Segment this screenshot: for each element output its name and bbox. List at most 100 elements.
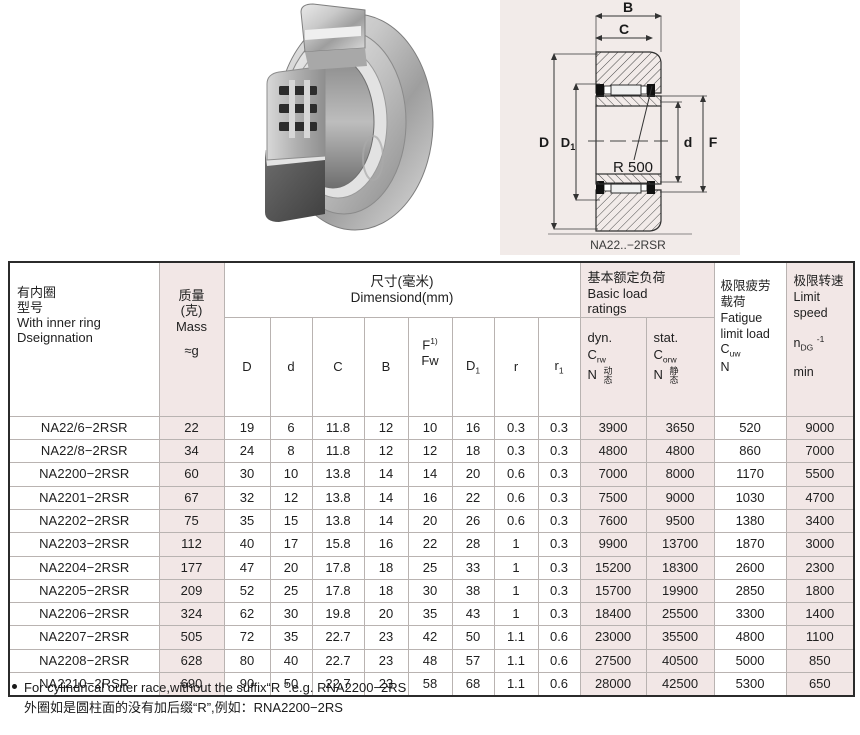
header-col-d: d: [269, 316, 313, 417]
cell-dyn: 7500: [579, 485, 647, 510]
table-row: NA2207−2RSR 505 72 35 22.7 23 42 50 1.1 0.6 23000 3…: [8, 625, 855, 650]
cell-C: 11.8: [311, 415, 365, 441]
header-limit-speed-cn: 极限转速: [793, 274, 844, 289]
header-designation-en1: With inner ring: [17, 315, 101, 331]
cell-d: 6: [269, 415, 313, 441]
cell-D: 80: [223, 648, 271, 674]
cell-designation: NA22/6−2RSR: [8, 415, 160, 441]
header-limit-speed-en: Limit speed: [793, 289, 828, 320]
footnote-english: For cylindrical outer race,without the s…: [24, 680, 407, 695]
cell-cu: 1170: [713, 462, 787, 487]
cell-designation: NA2202−2RSR: [8, 508, 160, 534]
cell-mass: 112: [158, 532, 225, 557]
cell-speed: 2300: [785, 555, 855, 580]
cell-mass: 177: [158, 555, 225, 580]
cell-mass: 628: [158, 648, 225, 674]
cell-D: 32: [223, 485, 271, 510]
drawing-label-D: D: [539, 134, 549, 150]
header-basic-load-en1: Basic load: [587, 285, 648, 301]
cell-d: 15: [269, 508, 313, 534]
header-fatigue-en1: Fatigue: [720, 310, 763, 325]
cell-mass: 22: [158, 415, 225, 441]
cell-stat: 40500: [645, 648, 715, 674]
cell-r1: 0.3: [537, 602, 581, 627]
header-basic-load-en2: ratings: [587, 301, 627, 317]
header-stat-symbol: Corw: [653, 347, 677, 365]
header-col-B: B: [363, 316, 409, 417]
table-row: NA2203−2RSR 112 40 17 15.8 16 22 28 1 0.3 9900 1370…: [8, 532, 855, 557]
cell-d: 10: [269, 462, 313, 487]
cell-stat: 4800: [645, 439, 715, 464]
cell-speed: 650: [785, 672, 855, 697]
cell-B: 12: [363, 415, 409, 441]
cell-cu: 3300: [713, 602, 787, 627]
cell-F: 58: [407, 672, 453, 697]
cell-mass: 505: [158, 625, 225, 650]
cell-dyn: 23000: [579, 625, 647, 650]
cell-cu: 5000: [713, 648, 787, 674]
header-col-static-load: stat. Corw N 静态: [645, 316, 715, 417]
cell-mass: 324: [158, 602, 225, 627]
cell-F: 35: [407, 602, 453, 627]
cell-designation: NA2204−2RSR: [8, 555, 160, 580]
drawing-label-C: C: [619, 21, 629, 37]
header-mass-cn2: (克): [180, 303, 203, 319]
footnote-chinese: 外圈如是圆柱面的没有加后缀“R”,例如：RNA2200−2RS: [24, 700, 343, 716]
cell-D: 52: [223, 578, 271, 604]
cell-dyn: 15200: [579, 555, 647, 580]
cell-cu: 2600: [713, 555, 787, 580]
cell-d: 40: [269, 648, 313, 674]
table-row: NA22/6−2RSR 22 19 6 11.8 12 10 16 0.3 0.3 3900 3650…: [8, 415, 855, 441]
header-designation: 有内圈 型号 With inner ring Dseignnation: [8, 262, 160, 417]
cell-stat: 19900: [645, 578, 715, 604]
cell-D1: 20: [451, 462, 495, 487]
cell-C: 17.8: [311, 578, 365, 604]
header-col-D: D: [223, 316, 271, 417]
cell-speed: 1400: [785, 602, 855, 627]
cell-D: 47: [223, 555, 271, 580]
cell-r1: 0.3: [537, 508, 581, 534]
cell-d: 8: [269, 439, 313, 464]
drawing-label-d: d: [684, 134, 693, 150]
cell-F: 22: [407, 532, 453, 557]
cell-C: 17.8: [311, 555, 365, 580]
table-row: NA2208−2RSR 628 80 40 22.7 23 48 57 1.1 0.6 27500 4…: [8, 648, 855, 674]
cell-r: 0.3: [493, 439, 539, 464]
cell-designation: NA2207−2RSR: [8, 625, 160, 650]
cell-F: 30: [407, 578, 453, 604]
table-row: NA22/8−2RSR 34 24 8 11.8 12 12 18 0.3 0.3 4800 4800…: [8, 439, 855, 464]
cell-D1: 38: [451, 578, 495, 604]
cell-r: 0.3: [493, 415, 539, 441]
cell-B: 14: [363, 462, 409, 487]
header-designation-cn2: 型号: [17, 300, 44, 316]
drawing-caption: NA22..−2RSR: [590, 238, 666, 252]
cell-B: 23: [363, 625, 409, 650]
cell-D: 90: [223, 672, 271, 697]
header-designation-cn1: 有内圈: [17, 285, 57, 301]
cell-mass: 67: [158, 485, 225, 510]
header-mass-cn1: 质量: [178, 287, 205, 303]
cell-mass: 60: [158, 462, 225, 487]
table-row: NA2205−2RSR 209 52 25 17.8 18 30 38 1 0.3 15700 199…: [8, 578, 855, 604]
cell-stat: 35500: [645, 625, 715, 650]
drawing-label-B: B: [623, 0, 633, 15]
cell-B: 14: [363, 485, 409, 510]
table-row: NA2200−2RSR 60 30 10 13.8 14 14 20 0.6 0.3 7000 800…: [8, 462, 855, 487]
cell-stat: 13700: [645, 532, 715, 557]
cell-D1: 28: [451, 532, 495, 557]
header-fatigue-cn2: 载荷: [720, 295, 746, 310]
cell-r: 1: [493, 602, 539, 627]
illustration-band: B C D D1 d: [0, 0, 860, 255]
cell-mass: 75: [158, 508, 225, 534]
footnotes: For cylindrical outer race,without the s…: [10, 678, 850, 718]
cell-B: 20: [363, 602, 409, 627]
cell-D: 30: [223, 462, 271, 487]
cell-stat: 18300: [645, 555, 715, 580]
header-dyn-symbol: Crw: [587, 347, 606, 365]
cell-r1: 0.3: [537, 555, 581, 580]
cell-D: 19: [223, 415, 271, 441]
header-dimension-cn: 尺寸(毫米): [370, 274, 434, 290]
cell-B: 23: [363, 672, 409, 697]
cell-D: 72: [223, 625, 271, 650]
